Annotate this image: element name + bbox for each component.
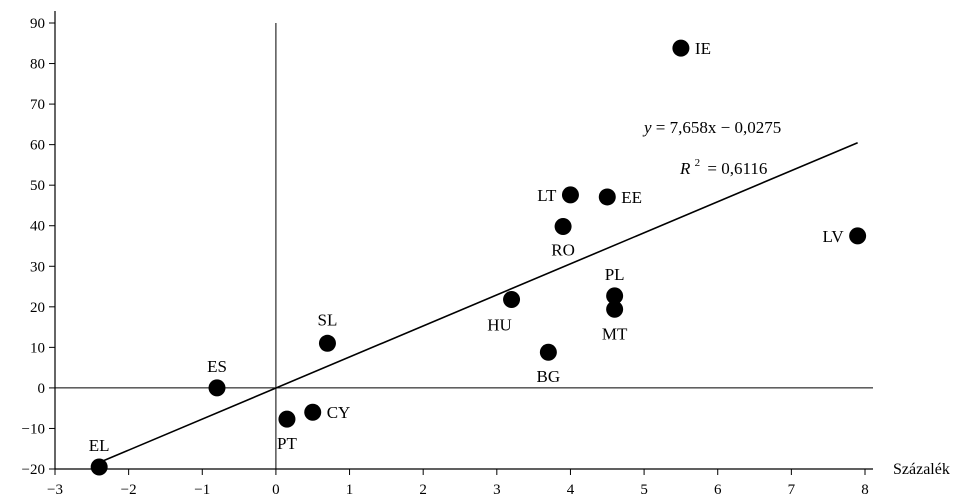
y-tick-label: −10: [22, 421, 45, 437]
y-tick-label: 70: [30, 97, 45, 113]
data-point-mt: [606, 300, 624, 318]
data-point-pt: [278, 410, 296, 428]
axes: [49, 11, 873, 475]
point-label-hu: HU: [487, 316, 512, 335]
equation-label: y = 7,658x − 0,0275: [642, 118, 781, 137]
x-tick-label: 7: [788, 482, 796, 498]
regression-equation: y = 7,658x − 0,0275 R 2 = 0,6116: [642, 118, 781, 178]
y-tick-label: 50: [30, 178, 45, 194]
r2-text: = 0,6116: [707, 159, 767, 178]
point-label-sl: SL: [318, 310, 338, 329]
x-tick-label: 1: [346, 482, 354, 498]
data-point-ee: [598, 188, 616, 206]
y-tick-label: 40: [30, 219, 45, 235]
y-tick-label: 20: [30, 300, 45, 316]
r2-label: R 2 = 0,6116: [679, 151, 767, 178]
point-label-mt: MT: [602, 324, 628, 343]
point-label-ro: RO: [551, 241, 575, 260]
data-point-lt: [561, 186, 579, 204]
y-tick-label: 30: [30, 259, 45, 275]
x-tick-label: 0: [272, 482, 280, 498]
data-point-ro: [554, 218, 572, 236]
x-tick-label: −2: [121, 482, 137, 498]
point-label-el: EL: [89, 436, 110, 455]
point-label-cy: CY: [327, 403, 351, 422]
point-label-ee: EE: [621, 188, 642, 207]
equation-text: = 7,658x − 0,0275: [656, 118, 781, 137]
y-tick-label: 90: [30, 16, 45, 32]
data-point-cy: [304, 403, 322, 421]
trendline-group: [98, 141, 858, 464]
trendline: [98, 141, 858, 464]
point-label-lv: LV: [823, 227, 845, 246]
x-tick-label: 5: [640, 482, 648, 498]
x-tick-label: 3: [493, 482, 501, 498]
y-tick-label: 60: [30, 138, 45, 154]
data-point-pl: [606, 287, 624, 305]
y-tick-label: −20: [22, 462, 45, 478]
r2-var: R: [679, 159, 691, 178]
data-point-el: [90, 458, 108, 476]
x-tick-label: 4: [567, 482, 575, 498]
point-label-bg: BG: [537, 367, 561, 386]
point-label-pl: PL: [605, 265, 625, 284]
data-point-sl: [318, 334, 336, 352]
r2-superscript: 2: [695, 157, 701, 169]
x-tick-label: 6: [714, 482, 722, 498]
x-tick-label: −3: [47, 482, 63, 498]
data-point-es: [208, 379, 226, 397]
point-label-lt: LT: [537, 186, 557, 205]
x-tick-label: −1: [194, 482, 210, 498]
data-point-lv: [849, 227, 867, 245]
equation-var: y: [642, 118, 652, 137]
x-tick-label: 2: [419, 482, 427, 498]
y-tick-label: 10: [30, 340, 45, 356]
y-tick-label: 0: [38, 381, 46, 397]
x-tick-label: 8: [861, 482, 869, 498]
y-tick-label: 80: [30, 57, 45, 73]
point-label-es: ES: [207, 357, 227, 376]
data-point-hu: [503, 291, 521, 309]
data-points: EL ES PT CY SL HU BG RO LT EE PL MT IE LV: [89, 39, 867, 476]
data-point-bg: [539, 343, 557, 361]
data-point-ie: [672, 39, 690, 57]
point-label-ie: IE: [695, 39, 711, 58]
x-axis-label: Százalék: [893, 461, 950, 478]
point-label-pt: PT: [277, 434, 297, 453]
